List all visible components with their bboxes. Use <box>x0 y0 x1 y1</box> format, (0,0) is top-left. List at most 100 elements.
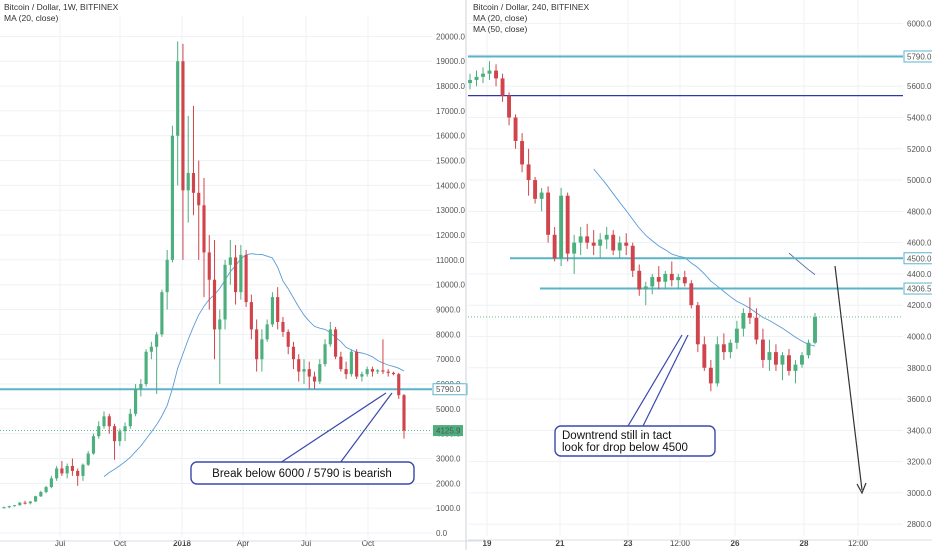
intraday-candle-body <box>637 270 642 290</box>
weekly-candle-58 <box>307 361 311 389</box>
intraday-ma-lines <box>593 168 816 347</box>
intraday-candle-17 <box>578 226 583 256</box>
weekly-candle-16 <box>86 451 90 466</box>
intraday-candle-2 <box>481 67 485 84</box>
intraday-candle-body <box>793 364 798 371</box>
weekly-candle-0 <box>2 506 6 509</box>
intraday-candle-41 <box>734 320 739 349</box>
weekly-candle-20 <box>107 413 111 434</box>
weekly-candle-body <box>318 364 322 382</box>
weekly-candle-body <box>12 505 17 507</box>
intraday-level-tag-2 <box>903 252 932 265</box>
weekly-candle-28 <box>149 341 153 360</box>
intraday-candle-body <box>585 236 590 243</box>
weekly-candle-body <box>70 465 74 471</box>
weekly-candle-body <box>255 329 259 360</box>
intraday-candle-body <box>695 305 700 345</box>
weekly-candle-60 <box>318 359 322 385</box>
weekly-candle-body <box>349 351 353 375</box>
intraday-candle-11 <box>539 187 544 212</box>
weekly-candle-68 <box>360 371 364 382</box>
intraday-candle-14 <box>559 187 564 267</box>
intraday-y-tick-2: 3200.0 <box>907 458 932 467</box>
intraday-annotation: Downtrend still in tact look for drop be… <box>554 334 716 457</box>
weekly-x-axis: Jul Oct 2018 Apr Jul Oct <box>0 539 482 548</box>
weekly-candle-body <box>76 470 80 476</box>
intraday-candle-25 <box>630 242 635 278</box>
weekly-candle-15 <box>81 463 85 481</box>
weekly-candle-2 <box>12 504 17 507</box>
weekly-level-label-0: 5790.0 <box>436 385 461 394</box>
weekly-candle-body <box>155 334 159 347</box>
intraday-candle-body <box>487 70 492 74</box>
weekly-candle-36 <box>191 105 196 216</box>
weekly-y-tick-16: 16000.0 <box>436 132 465 141</box>
weekly-chart-title: Bitcoin / Dollar, 1W, BITFINEX <box>4 2 119 12</box>
weekly-candle-65 <box>344 361 348 380</box>
weekly-y-tick-15: 15000.0 <box>436 157 465 166</box>
weekly-candle-49 <box>260 329 264 372</box>
intraday-y-tick-1: 3000.0 <box>907 489 932 498</box>
weekly-ma-indicator-label: MA (20, close) <box>4 13 58 23</box>
weekly-y-tick-10: 10000.0 <box>436 281 465 290</box>
intraday-levels <box>468 55 903 318</box>
intraday-candle-9 <box>526 148 531 196</box>
intraday-candle-46 <box>767 339 772 371</box>
weekly-annotation-text: Break below 6000 / 5790 is bearish <box>212 468 392 480</box>
intraday-candle-8 <box>520 133 525 173</box>
projection-arrow <box>834 265 867 495</box>
weekly-panel: 0.01000.02000.03000.04000.05000.06000.07… <box>0 2 482 548</box>
weekly-candle-74 <box>391 371 396 376</box>
intraday-candle-28 <box>650 273 655 295</box>
weekly-candle-29 <box>155 331 159 394</box>
annotation-pointer-4 <box>642 334 689 427</box>
weekly-candle-body <box>139 384 143 389</box>
weekly-candle-24 <box>128 408 132 429</box>
weekly-candle-38 <box>202 177 206 298</box>
intraday-candle-39 <box>721 333 726 360</box>
weekly-x-tick-0: Jul <box>55 539 65 548</box>
weekly-candle-34 <box>181 43 185 260</box>
weekly-candle-body <box>218 319 222 330</box>
intraday-candle-15 <box>565 192 570 262</box>
weekly-y-tick-3: 3000.0 <box>436 455 461 464</box>
weekly-candle-body <box>260 339 264 360</box>
weekly-candle-body <box>34 496 38 502</box>
weekly-last-price-label: 4125.9 <box>436 427 461 436</box>
intraday-y-tick-4: 3600.0 <box>907 395 932 404</box>
intraday-candle-body <box>572 242 577 254</box>
weekly-candle-body <box>286 331 290 347</box>
intraday-candle-33 <box>682 270 687 287</box>
weekly-candle-body <box>381 370 385 372</box>
weekly-last-price-tag <box>433 425 463 437</box>
intraday-candle-body <box>546 192 551 235</box>
weekly-y-tick-18: 18000.0 <box>436 82 465 91</box>
weekly-candle-body <box>123 426 127 432</box>
weekly-candle-body <box>91 436 96 454</box>
intraday-candle-4 <box>494 64 498 87</box>
intraday-candle-13 <box>552 226 557 262</box>
weekly-x-tick-5: Oct <box>362 539 375 548</box>
intraday-candle-body <box>513 117 518 141</box>
weekly-candle-3 <box>18 501 22 506</box>
weekly-candle-body <box>134 388 138 414</box>
intraday-candle-49 <box>787 348 791 376</box>
weekly-candle-body <box>228 257 232 265</box>
weekly-candle-40 <box>212 240 217 360</box>
weekly-candle-8 <box>44 485 48 494</box>
weekly-candle-48 <box>255 319 259 372</box>
weekly-x-tick-3: Apr <box>237 539 250 548</box>
weekly-candle-body <box>55 468 59 479</box>
intraday-candles <box>468 61 817 392</box>
intraday-y-tick-0: 2800.0 <box>907 520 932 529</box>
weekly-candle-42 <box>223 259 227 330</box>
intraday-candle-body <box>604 234 609 240</box>
annotation-box-2 <box>554 425 716 457</box>
annotation-box <box>190 461 415 485</box>
intraday-candle-body <box>669 273 674 281</box>
intraday-candle-body <box>468 79 472 84</box>
weekly-y-tick-9: 9000.0 <box>436 306 461 315</box>
weekly-y-tick-0: 0.0 <box>436 529 448 538</box>
weekly-candle-30 <box>160 289 164 337</box>
weekly-candle-body <box>7 506 11 508</box>
